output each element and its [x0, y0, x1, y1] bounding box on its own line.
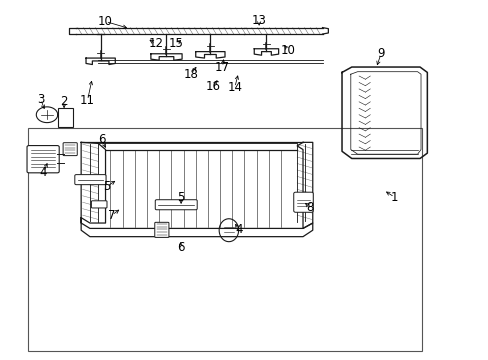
Text: 10: 10	[281, 44, 295, 57]
Text: 5: 5	[103, 180, 110, 193]
Text: 18: 18	[183, 68, 198, 81]
Bar	[58, 108, 73, 127]
Text: 9: 9	[377, 47, 384, 60]
FancyBboxPatch shape	[63, 143, 77, 156]
FancyBboxPatch shape	[155, 200, 197, 210]
Text: 4: 4	[40, 166, 47, 179]
Text: 12: 12	[148, 37, 163, 50]
Text: 3: 3	[37, 93, 44, 106]
Text: 5: 5	[177, 191, 184, 204]
Text: 4: 4	[234, 223, 242, 236]
Text: 6: 6	[98, 133, 105, 146]
Text: 6: 6	[177, 241, 184, 254]
Text: 7: 7	[108, 209, 115, 222]
Text: 10: 10	[98, 15, 113, 28]
Bar	[27, 128, 422, 351]
FancyBboxPatch shape	[293, 192, 313, 212]
FancyBboxPatch shape	[27, 145, 59, 173]
Text: 8: 8	[306, 202, 313, 215]
Text: 13: 13	[251, 14, 266, 27]
Text: 14: 14	[227, 81, 242, 94]
Text: 2: 2	[60, 95, 68, 108]
Text: 17: 17	[215, 60, 229, 73]
FancyBboxPatch shape	[91, 201, 107, 208]
Text: 16: 16	[205, 80, 220, 93]
FancyBboxPatch shape	[75, 175, 106, 185]
Text: 11: 11	[80, 94, 95, 107]
FancyBboxPatch shape	[155, 222, 168, 237]
Text: 1: 1	[390, 191, 398, 204]
Text: 15: 15	[168, 37, 183, 50]
